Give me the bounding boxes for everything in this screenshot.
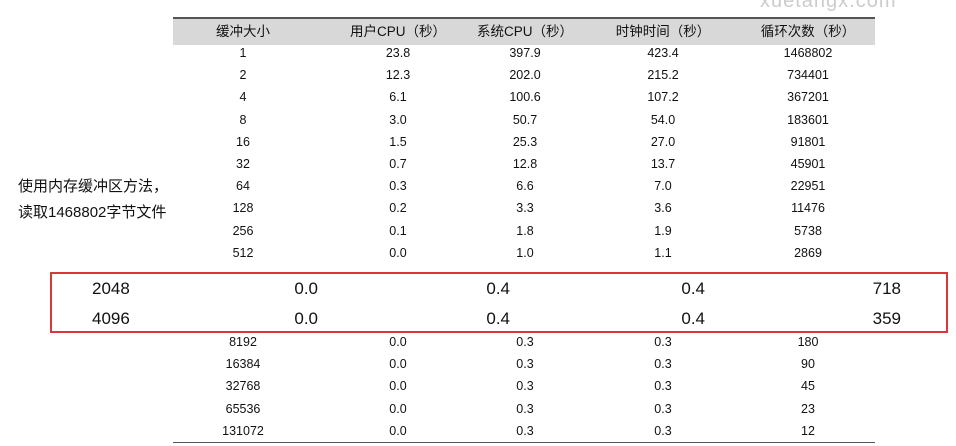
cell: 131072	[222, 423, 264, 438]
cell: 50.7	[512, 112, 538, 127]
cell: 1.8	[516, 223, 534, 238]
side-note: 使用内存缓冲区方法，	[18, 178, 169, 195]
cell: 1.0	[516, 245, 534, 260]
cell: 0.3	[516, 379, 534, 394]
header-cell: 时钟时间（秒）	[615, 24, 711, 39]
cell: 107.2	[647, 90, 679, 105]
cell: 0.3	[389, 179, 407, 194]
highlight-cell: 0.4	[486, 309, 510, 328]
cell: 11476	[791, 201, 825, 216]
cell: 2869	[794, 245, 822, 260]
cell: 54.0	[650, 112, 676, 127]
cell: 0.3	[516, 335, 534, 349]
cell: 0.3	[654, 401, 672, 416]
cell: 0.2	[389, 201, 407, 216]
cell: 32	[236, 157, 250, 171]
cell: 0.7	[389, 157, 407, 171]
cell: 180	[797, 335, 819, 349]
cell: 0.0	[389, 423, 407, 438]
cell: 367201	[787, 90, 829, 105]
header-cell: 系统CPU（秒）	[476, 24, 574, 39]
cell: 0.0	[389, 335, 407, 349]
cell: 3.0	[389, 112, 407, 127]
cell: 0.3	[516, 401, 534, 416]
cell: 1	[239, 46, 247, 60]
cell: 16	[236, 134, 250, 149]
highlight-cell: 2048	[92, 279, 130, 298]
cell: 215.2	[647, 68, 679, 83]
cell: 3.3	[516, 201, 534, 216]
cell: 91801	[790, 134, 826, 149]
cell: 23.8	[385, 46, 411, 60]
cell: 1.9	[654, 223, 672, 238]
cell: 0.3	[654, 335, 672, 349]
cell: 13.7	[650, 157, 676, 171]
highlight-box	[50, 272, 948, 333]
highlight-cell: 0.4	[681, 279, 705, 298]
highlight-cell: 359	[872, 309, 901, 328]
cell: 0.0	[389, 401, 407, 416]
cell: 0.3	[654, 357, 672, 372]
cell: 5738	[794, 223, 822, 238]
highlight-cell: 4096	[92, 309, 130, 328]
cell: 12	[801, 423, 815, 438]
cell: 0.0	[389, 245, 407, 260]
cell: 32768	[225, 379, 261, 394]
cell: 12.3	[385, 68, 411, 83]
cell: 23	[801, 401, 815, 416]
header-band	[173, 17, 875, 45]
cell: 100.6	[509, 90, 541, 105]
cell: 27.0	[650, 134, 676, 149]
header-cell: 缓冲大小	[216, 24, 270, 39]
cell: 512	[232, 245, 254, 260]
cell: 12.8	[512, 157, 538, 171]
highlight-cell: 0.0	[294, 279, 318, 298]
cell: 0.3	[654, 379, 672, 394]
cell: 2	[239, 68, 247, 83]
cell: 128	[232, 201, 254, 216]
cell: 202.0	[509, 68, 541, 83]
cell: 7.0	[654, 179, 672, 194]
cell: 8	[239, 112, 247, 127]
cell: 0.0	[389, 379, 407, 394]
highlight-cell: 0.4	[486, 279, 510, 298]
cell: 8192	[229, 335, 257, 349]
cell: 90	[801, 357, 815, 372]
cell: 6.6	[516, 179, 534, 194]
cell: 0.3	[516, 357, 534, 372]
cell: 25.3	[512, 134, 538, 149]
cell: 16384	[225, 357, 261, 372]
cell: 1.5	[389, 134, 407, 149]
cell: 45901	[790, 157, 826, 171]
highlight-cell: 0.0	[294, 309, 318, 328]
highlight-cell: 0.4	[681, 309, 705, 328]
cell: 45	[801, 379, 815, 394]
cell: 22951	[790, 179, 826, 194]
side-note: 读取1468802字节文件	[18, 204, 167, 221]
cell: 6.1	[389, 90, 407, 105]
bottom-rule	[173, 442, 875, 443]
cell: 1.1	[654, 245, 672, 260]
cell: 65536	[225, 401, 261, 416]
cell: 256	[232, 223, 254, 238]
cell: 64	[236, 179, 250, 194]
cell: 1468802	[783, 46, 833, 60]
cell: 0.3	[654, 423, 672, 438]
cell: 0.3	[516, 423, 534, 438]
cell: 734401	[787, 68, 829, 83]
cell: 3.6	[654, 201, 672, 216]
header-cell: 循环次数（秒）	[760, 24, 856, 39]
cell: 0.1	[389, 223, 407, 238]
cell: 423.4	[647, 46, 679, 60]
cell: 183601	[787, 112, 829, 127]
cell: 397.9	[509, 46, 541, 60]
watermark: xuetangx.com	[760, 0, 897, 12]
cell: 0.0	[389, 357, 407, 372]
header-cell: 用户CPU（秒）	[349, 24, 447, 39]
cell: 4	[239, 90, 247, 105]
highlight-cell: 718	[872, 279, 901, 298]
